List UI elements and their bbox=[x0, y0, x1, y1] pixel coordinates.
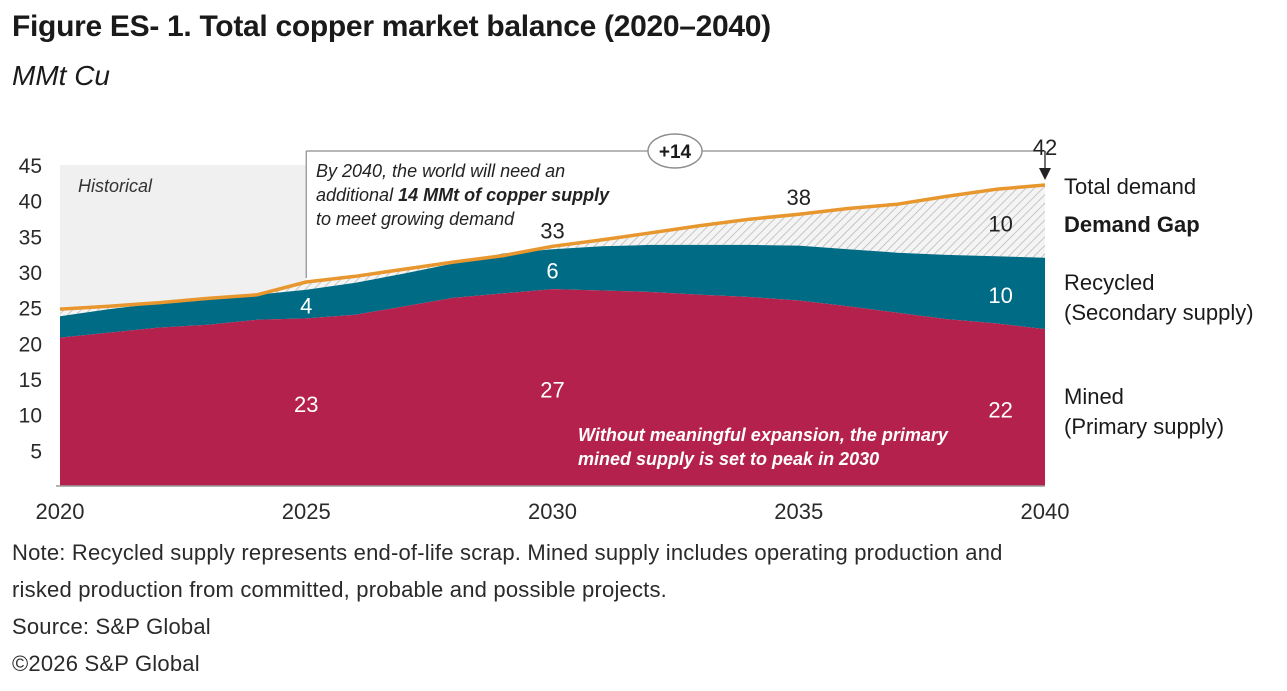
chart-units: MMt Cu bbox=[12, 60, 110, 91]
footer-source: Source: S&P Global bbox=[12, 614, 211, 639]
y-tick-label: 45 bbox=[19, 155, 42, 178]
mined-note-line: mined supply is set to peak in 2030 bbox=[578, 449, 879, 469]
data-label: 22 bbox=[988, 398, 1012, 423]
y-tick-label: 5 bbox=[30, 440, 42, 463]
data-label: 42 bbox=[1033, 135, 1057, 160]
gap-arrow-head bbox=[1039, 168, 1051, 180]
data-label: 10 bbox=[988, 211, 1012, 236]
y-tick-label: 10 bbox=[19, 405, 42, 428]
x-tick-label: 2030 bbox=[528, 499, 577, 524]
x-tick-label: 2020 bbox=[36, 499, 85, 524]
callout-text-line: to meet growing demand bbox=[316, 209, 515, 229]
legend-mined-sublabel: (Primary supply) bbox=[1064, 414, 1224, 439]
y-tick-label: 35 bbox=[19, 226, 42, 249]
data-label: 23 bbox=[294, 392, 318, 417]
total-demand-line bbox=[59, 183, 1046, 311]
legend-gap-label: Demand Gap bbox=[1064, 212, 1200, 237]
footer-copyright: ©2026 S&P Global bbox=[12, 651, 200, 676]
y-tick-label: 30 bbox=[19, 262, 42, 285]
callout-text-line: By 2040, the world will need an bbox=[316, 161, 565, 181]
callout-text-part: 14 MMt of copper supply bbox=[398, 185, 610, 205]
legend-recycled-sublabel: (Secondary supply) bbox=[1064, 300, 1254, 325]
callout-text-part: By 2040, the world will need an bbox=[316, 161, 565, 181]
y-tick-label: 40 bbox=[19, 191, 42, 214]
mined-note-line: Without meaningful expansion, the primar… bbox=[578, 425, 949, 445]
y-tick-label: 15 bbox=[19, 369, 42, 392]
mined-area bbox=[60, 289, 1045, 486]
legend-demand-label: Total demand bbox=[1064, 174, 1196, 199]
gap-badge-label: +14 bbox=[659, 142, 692, 163]
data-label: 4 bbox=[300, 294, 312, 319]
y-tick-label: 25 bbox=[19, 298, 42, 321]
y-tick-label: 20 bbox=[19, 333, 42, 356]
page-title: Figure ES- 1. Total copper market balanc… bbox=[12, 10, 771, 43]
callout-text-line: additional 14 MMt of copper supply bbox=[316, 185, 610, 205]
callout-text-part: to meet growing demand bbox=[316, 209, 515, 229]
historical-label: Historical bbox=[78, 176, 153, 196]
data-label: 10 bbox=[988, 283, 1012, 308]
x-tick-label: 2025 bbox=[282, 499, 331, 524]
recycled-area bbox=[60, 244, 1045, 338]
data-label: 33 bbox=[540, 219, 564, 244]
footer-note-line2: risked production from committed, probab… bbox=[12, 577, 667, 602]
data-label: 27 bbox=[540, 378, 564, 403]
gap-badge bbox=[647, 133, 703, 169]
data-label: 6 bbox=[546, 259, 558, 284]
callout-text-part: additional bbox=[316, 185, 398, 205]
x-tick-label: 2035 bbox=[774, 499, 823, 524]
x-tick-label: 2040 bbox=[1021, 499, 1070, 524]
legend-recycled-label: Recycled bbox=[1064, 270, 1154, 295]
data-label: 38 bbox=[787, 185, 811, 210]
legend-mined-label: Mined bbox=[1064, 384, 1124, 409]
footer-note-line1: Note: Recycled supply represents end-of-… bbox=[12, 540, 1003, 565]
